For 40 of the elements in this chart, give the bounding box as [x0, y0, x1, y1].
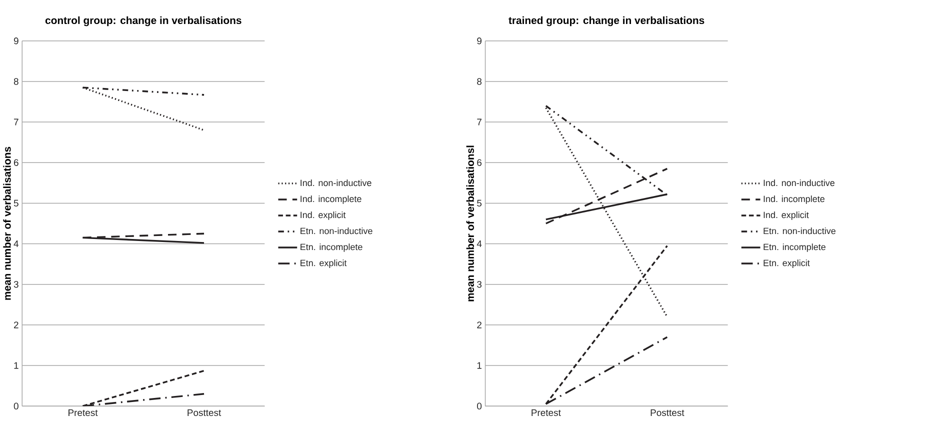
- legend-label: Etn. non-inductive: [300, 228, 372, 234]
- y-tick-label: 5: [477, 200, 482, 206]
- legend-label: Ind. explicit: [300, 212, 346, 220]
- y-tick-label: 1: [477, 362, 482, 369]
- y-tick-label: 3: [14, 281, 18, 288]
- x-tick-label: Posttest: [650, 409, 684, 416]
- y-tick-label: 6: [14, 159, 18, 166]
- chart-title: control group: change in verbalisations: [45, 16, 242, 26]
- y-tick-label: 4: [476, 240, 482, 248]
- legend-label: Ind. non-inductive: [300, 179, 372, 186]
- y-tick-label: 8: [477, 78, 482, 85]
- y-tick-label: 6: [477, 159, 482, 166]
- legend-label: Etn. explicit: [764, 260, 810, 268]
- y-tick-label: 0: [477, 402, 482, 410]
- y-axis-title: mean number of verbalisationsl: [466, 146, 474, 302]
- y-axis-title: mean number of verbalisations: [3, 146, 11, 300]
- chart-title: trained group: change in verbalisations: [508, 16, 704, 26]
- y-tick-label: 2: [14, 322, 18, 328]
- legend-label: Ind. incomplete: [300, 195, 362, 204]
- x-tick-label: Pretest: [532, 409, 561, 416]
- y-tick-label: 1: [14, 362, 18, 369]
- y-tick-label: 9: [477, 38, 482, 44]
- x-tick-label: Posttest: [188, 409, 222, 416]
- x-tick-label: Pretest: [68, 409, 98, 416]
- y-tick-label: 8: [14, 78, 18, 85]
- legend-label: Ind. explicit: [764, 212, 809, 220]
- y-tick-label: 5: [14, 200, 18, 206]
- y-tick-label: 7: [14, 118, 18, 126]
- legend-label: Etn. explicit: [300, 260, 347, 268]
- legend-label: Ind. incomplete: [764, 195, 824, 204]
- y-tick-label: 2: [477, 322, 482, 328]
- y-tick-label: 4: [14, 240, 19, 248]
- y-tick-label: 3: [477, 281, 482, 288]
- legend-label: Etn. non-inductive: [764, 228, 836, 234]
- legend-label: Ind. non-inductive: [764, 179, 834, 186]
- y-tick-label: 0: [14, 402, 18, 410]
- y-tick-label: 9: [14, 38, 18, 44]
- legend-label: Etn. incomplete: [764, 244, 826, 252]
- legend-label: Etn. incomplete: [300, 244, 362, 252]
- y-tick-label: 7: [477, 118, 482, 126]
